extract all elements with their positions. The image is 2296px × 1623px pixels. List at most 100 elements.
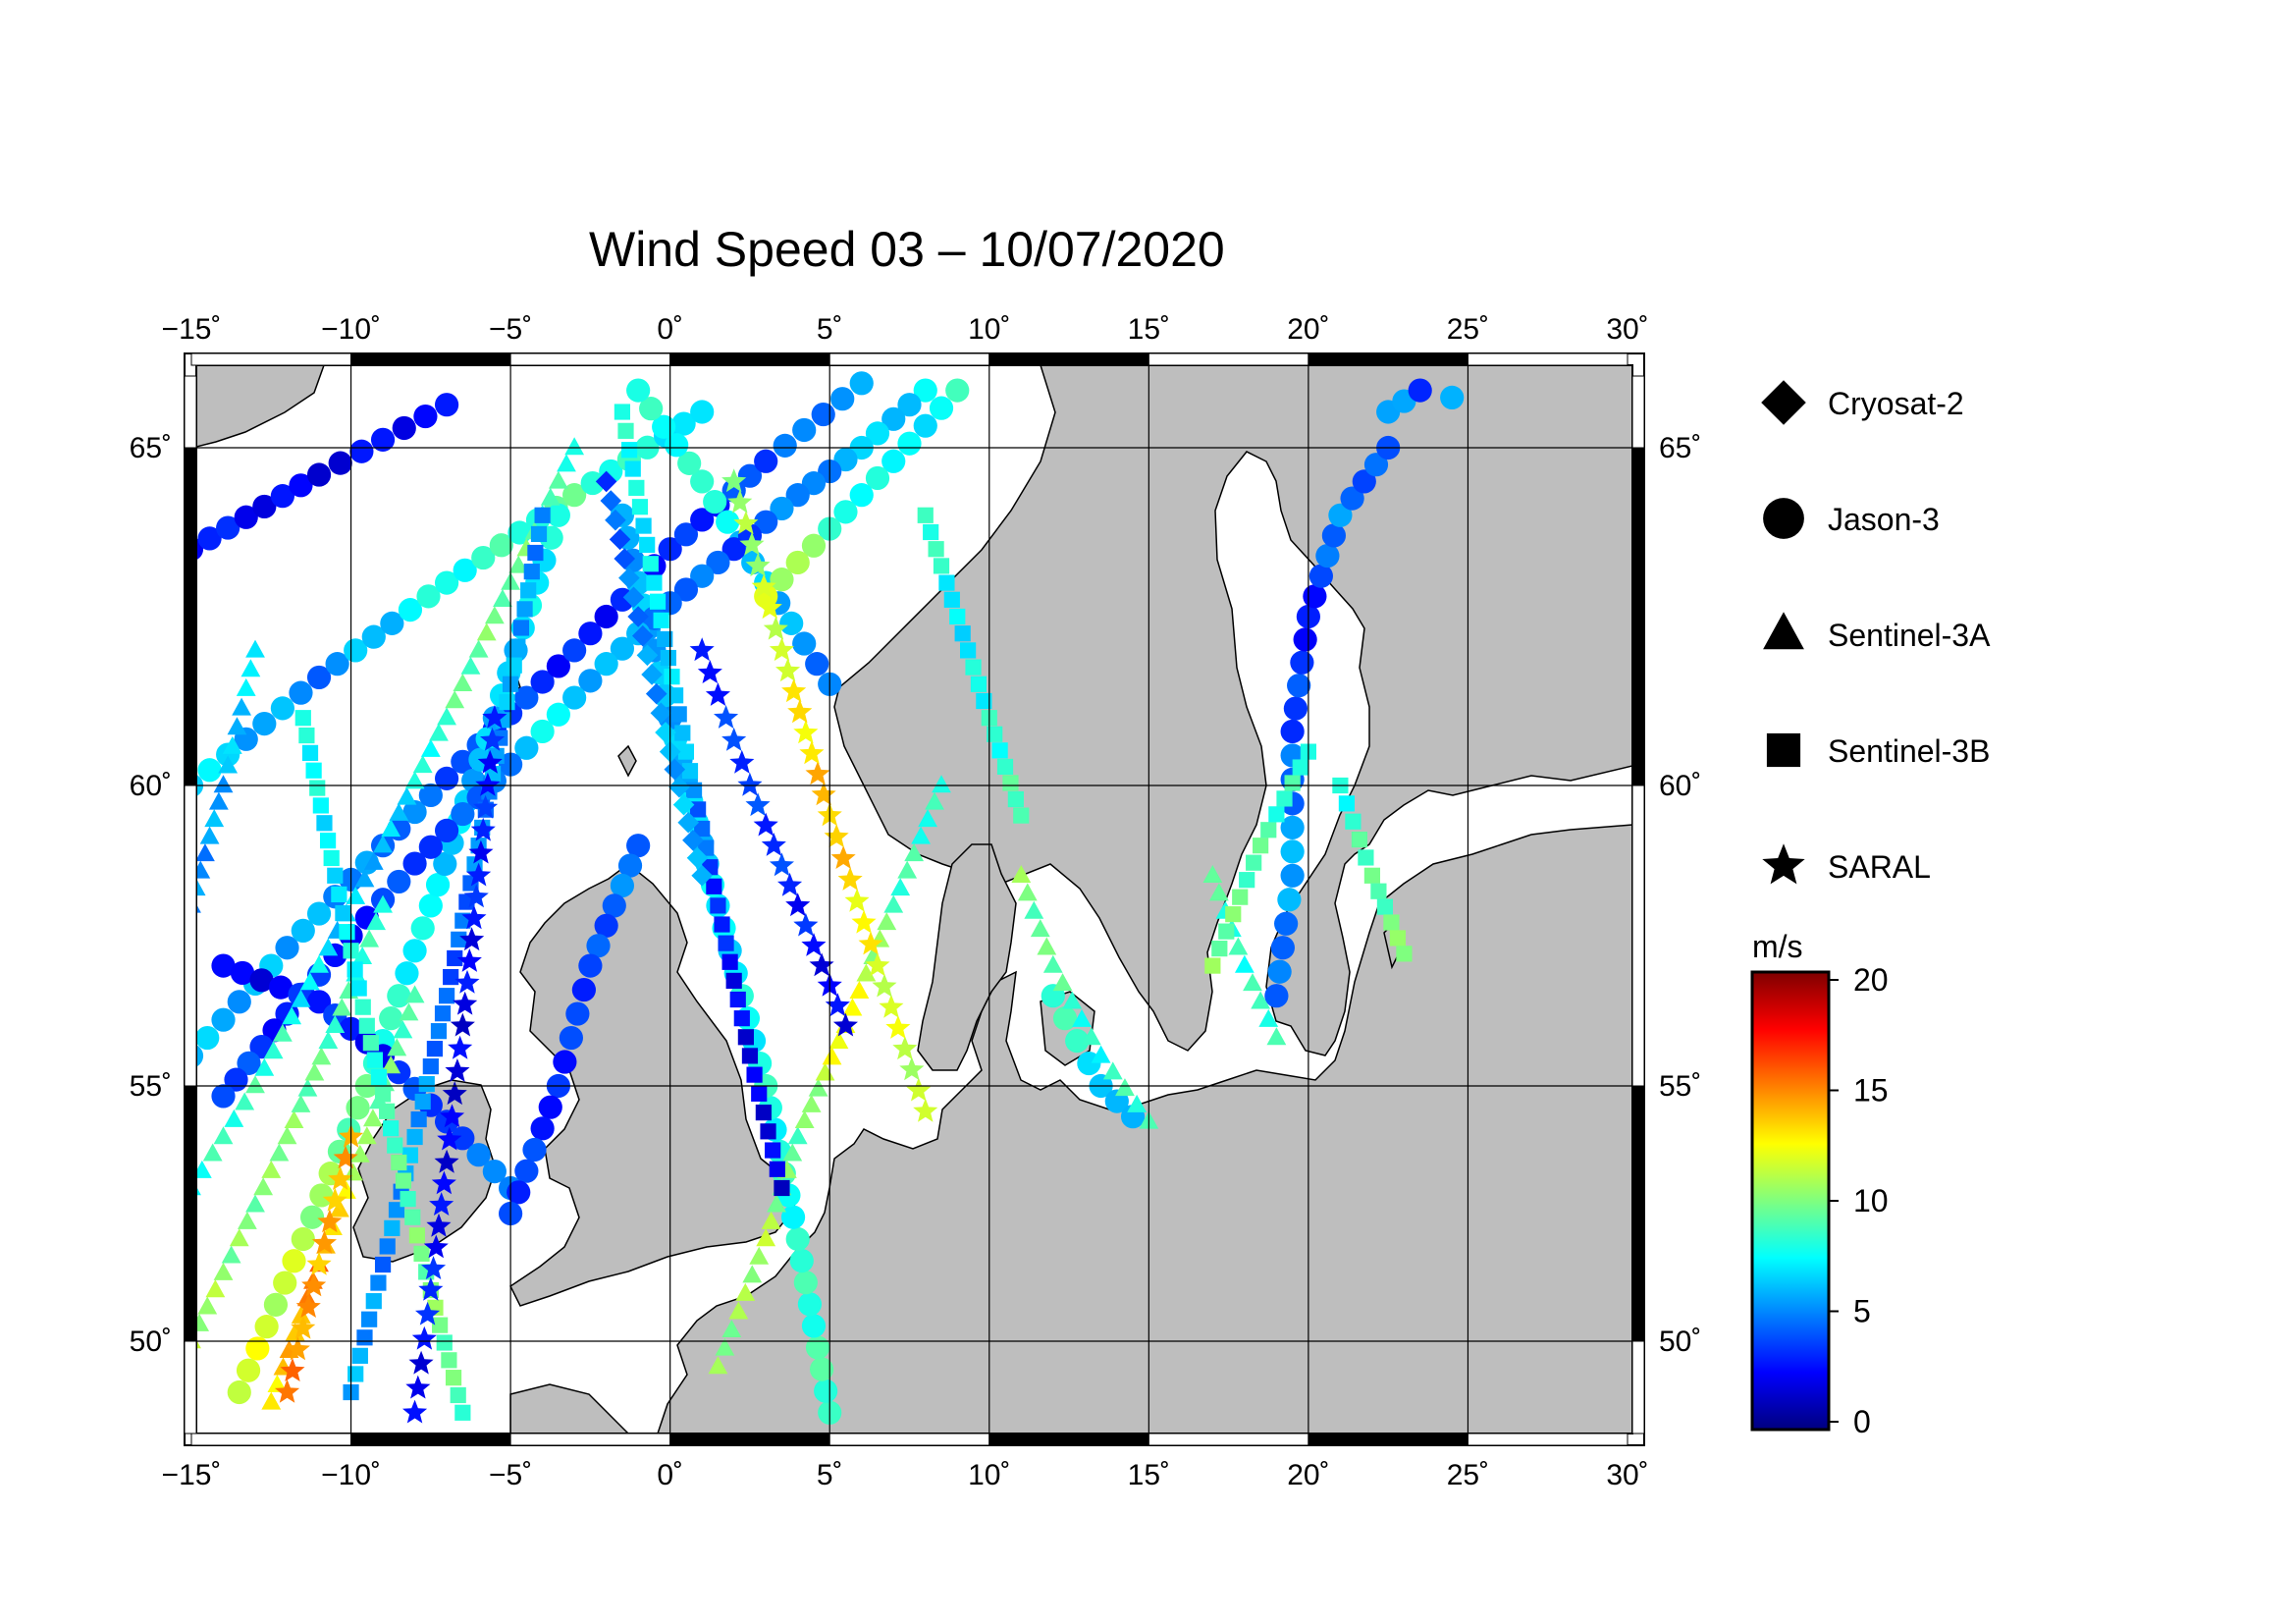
track-point [755, 1104, 772, 1121]
track-point [425, 873, 451, 897]
track-point [402, 851, 427, 876]
track-point [932, 775, 951, 793]
track-point [793, 912, 819, 937]
track-point [514, 1159, 539, 1183]
cryosat-2-marker-icon [1761, 380, 1806, 425]
map-title: Wind Speed 03 – 10/07/2020 [589, 222, 1225, 277]
track-point [797, 1292, 823, 1317]
track-point [325, 652, 349, 676]
track-point [325, 1015, 346, 1033]
track-point [1253, 838, 1269, 854]
track-point [777, 872, 803, 896]
land-scandinavia [833, 365, 1632, 1056]
track-point [954, 625, 971, 642]
track-point [475, 772, 501, 796]
track-point [405, 1375, 431, 1399]
track-point [402, 799, 427, 825]
track-point [306, 462, 332, 487]
track-point [415, 1301, 441, 1325]
track-point [600, 490, 622, 512]
track-point [697, 660, 722, 683]
track-point [793, 720, 819, 744]
track-point [785, 1226, 810, 1252]
track-layer [196, 371, 1465, 1425]
track-point [721, 1320, 742, 1338]
track-point [275, 936, 299, 960]
track-point [639, 397, 664, 421]
lon-tick-label-bottom: 20˚ [1287, 1459, 1329, 1491]
track-point [420, 738, 441, 757]
track-point [363, 1109, 383, 1127]
track-point [399, 1002, 419, 1021]
track-point [471, 545, 496, 570]
track-point [208, 791, 229, 810]
track-point [677, 811, 700, 834]
track-point [789, 1249, 814, 1273]
track-point [1280, 815, 1305, 839]
track-point [373, 894, 393, 913]
track-point [418, 835, 443, 859]
track-point [289, 680, 313, 705]
track-point [929, 396, 954, 420]
track-point [254, 1315, 279, 1339]
track-point [833, 500, 858, 524]
track-point [1280, 839, 1305, 864]
track-point [408, 1227, 425, 1244]
legend-label: Sentinel-3B [1828, 733, 1990, 769]
track-point [1042, 954, 1063, 973]
track-point [410, 1110, 427, 1128]
track-point [305, 762, 322, 779]
lon-tick-label-top: 15˚ [1128, 313, 1170, 346]
track-point [270, 484, 294, 509]
track-point [358, 1017, 375, 1034]
track-point [877, 912, 897, 931]
track-point [356, 1329, 373, 1346]
lon-tick-label-bottom: 5˚ [817, 1459, 843, 1491]
track-point [890, 878, 911, 896]
land-shetland [617, 744, 637, 778]
track-point [746, 1066, 763, 1083]
track-point [690, 469, 715, 494]
track-point [261, 1160, 282, 1178]
track-point [263, 1292, 289, 1317]
track-point [433, 851, 457, 877]
track-point [933, 558, 950, 574]
track-point [754, 449, 778, 473]
track-point [703, 489, 727, 514]
track-point [538, 1095, 562, 1119]
track-point [291, 1094, 311, 1112]
lat-tick-label-left: 55˚ [130, 1070, 172, 1103]
frame-segment [988, 352, 1149, 366]
track-point [196, 1045, 204, 1067]
frame-segment [988, 1433, 1149, 1446]
track-point [291, 1305, 311, 1324]
track-point [809, 952, 834, 977]
track-point [559, 1025, 583, 1051]
track-point [1102, 1061, 1123, 1080]
track-point [904, 843, 925, 862]
track-point [400, 1191, 416, 1208]
track-point [546, 654, 570, 678]
track-point [227, 990, 251, 1014]
lon-tick-label-top: 25˚ [1447, 313, 1489, 346]
track-point [897, 431, 922, 456]
track-point [245, 1075, 265, 1094]
track-point [729, 749, 755, 774]
track-point [459, 927, 485, 951]
track-point [196, 1025, 220, 1051]
frame-segment [350, 352, 511, 366]
track-point [318, 1031, 339, 1050]
track-point [928, 541, 944, 558]
track-point [514, 685, 539, 710]
track-point [785, 483, 810, 508]
track-point [229, 1228, 249, 1247]
track-point [881, 449, 906, 473]
track-point [506, 657, 522, 674]
track-point [906, 1077, 932, 1102]
colorbar-tick-label: 5 [1853, 1294, 1871, 1329]
legend-label: Jason-3 [1828, 502, 1940, 537]
track-point [426, 1213, 452, 1237]
colorbar-unit: m/s [1752, 929, 1803, 964]
track-point [295, 1294, 321, 1318]
track-point [318, 938, 339, 956]
